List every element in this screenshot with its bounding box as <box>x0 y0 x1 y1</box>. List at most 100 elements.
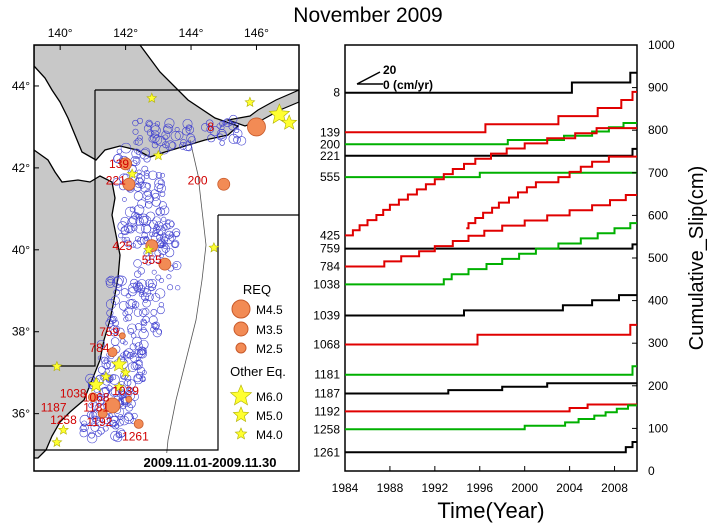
lon-tick-label: 146° <box>244 26 269 40</box>
y-tick-label: 600 <box>648 208 668 222</box>
figure-title: November 2009 <box>293 4 442 27</box>
micro-event-circle <box>150 133 160 143</box>
micro-event-circle <box>158 302 165 308</box>
micro-event-circle <box>173 230 180 238</box>
micro-event-circle <box>122 197 127 202</box>
micro-event-circle <box>105 276 115 286</box>
micro-event-circle <box>185 125 195 134</box>
micro-event-circle <box>201 123 210 132</box>
date-range-bg <box>122 453 298 470</box>
micro-event-circle <box>137 199 147 209</box>
micro-event-circle <box>139 308 148 317</box>
micro-event-circle <box>105 299 117 310</box>
micro-event-circle <box>134 235 142 242</box>
slip-series-1068 <box>345 323 637 346</box>
micro-event-circle <box>132 157 140 164</box>
other-event-star <box>268 103 291 124</box>
micro-event-circle <box>141 147 151 157</box>
micro-event-circle <box>161 232 167 238</box>
micro-event-circle <box>185 144 193 152</box>
micro-event-circle <box>102 425 109 432</box>
micro-event-circle <box>117 414 124 420</box>
y-tick-label: 300 <box>648 336 668 350</box>
micro-event-circle <box>163 123 174 134</box>
legend-other-m40: M4.0 <box>256 428 283 442</box>
slip-series-139 <box>345 90 637 134</box>
micro-event-circle <box>127 362 138 372</box>
micro-event-circle <box>143 173 150 179</box>
micro-event-circle <box>228 122 237 131</box>
micro-event-circle <box>228 133 239 144</box>
micro-event-circle <box>145 292 154 302</box>
micro-event-circle <box>186 133 196 143</box>
micro-event-circle <box>110 430 121 441</box>
micro-event-circle <box>95 396 105 406</box>
micro-event-circle <box>116 275 127 286</box>
x-tick-label: 2008 <box>601 481 628 495</box>
repeater-id-label: 1181 <box>83 401 109 415</box>
micro-event-circle <box>155 274 162 281</box>
series-label: 1187 <box>314 386 340 400</box>
micro-event-circle <box>116 148 123 155</box>
lat-ticks: 44° 42° 40° 38° 36° <box>12 79 39 421</box>
micro-event-circle <box>169 232 175 238</box>
micro-event-circle <box>112 277 123 288</box>
slip-series-555 <box>345 171 637 179</box>
micro-event-circle <box>101 359 111 369</box>
micro-event-circle <box>133 139 139 145</box>
study-region-box <box>34 89 299 451</box>
micro-event-circle <box>131 412 138 420</box>
legend-other-title: Other Eq. <box>230 364 286 379</box>
req-event <box>118 332 126 340</box>
micro-event-circle <box>96 340 106 349</box>
other-event-star <box>143 244 155 255</box>
y-tick-label: 900 <box>648 81 668 95</box>
scale-label: 20 <box>383 63 397 77</box>
micro-event-circle <box>144 200 153 209</box>
micro-event-circle <box>136 172 143 179</box>
legend-req-m45-symbol <box>231 299 251 319</box>
req-event <box>97 408 108 419</box>
micro-event-circle <box>174 131 184 140</box>
micro-event-circle <box>145 255 151 261</box>
micro-event-circle <box>166 274 172 280</box>
repeater-id-label: 221 <box>106 173 126 187</box>
micro-event-circle <box>118 233 124 239</box>
micro-event-circle <box>132 239 142 249</box>
legend-bg <box>220 274 298 452</box>
other-event-star <box>208 242 220 253</box>
micro-event-circle <box>105 279 115 288</box>
micro-event-circle <box>102 386 110 395</box>
micro-event-circle <box>232 122 240 129</box>
micro-event-circle <box>170 130 181 142</box>
micro-event-circle <box>150 130 160 139</box>
micro-event-circle <box>154 121 161 127</box>
micro-event-circle <box>136 356 141 362</box>
micro-event-circle <box>233 127 240 134</box>
other-event-star <box>281 114 298 130</box>
repeater-id-label: 759 <box>99 325 119 339</box>
micro-event-circle <box>79 424 87 433</box>
repeater-id-label: 425 <box>112 239 132 253</box>
micro-event-circle <box>139 148 150 160</box>
y-tick-label: 700 <box>648 166 668 180</box>
micro-event-circle <box>128 215 138 225</box>
micro-event-circle <box>132 336 142 347</box>
x-ticks: 1984 1988 1992 1996 2000 2004 2008 <box>332 466 628 495</box>
series-label: 139 <box>320 125 340 139</box>
micro-event-circle <box>158 201 167 210</box>
micro-event-circle <box>149 231 155 237</box>
series-label: 1261 <box>313 445 340 459</box>
other-events <box>51 92 298 448</box>
micro-event-circle <box>114 423 120 429</box>
micro-event-circle <box>133 259 142 268</box>
micro-event-circle <box>152 229 160 237</box>
micro-event-circle <box>109 325 119 335</box>
micro-event-circle <box>132 301 140 309</box>
repeater-id-label: 200 <box>188 173 208 187</box>
repeater-id-label: 1261 <box>122 429 149 443</box>
repeater-id-label: 1192 <box>87 415 113 429</box>
micro-event-circle <box>97 427 105 435</box>
micro-event-circle <box>161 216 167 222</box>
